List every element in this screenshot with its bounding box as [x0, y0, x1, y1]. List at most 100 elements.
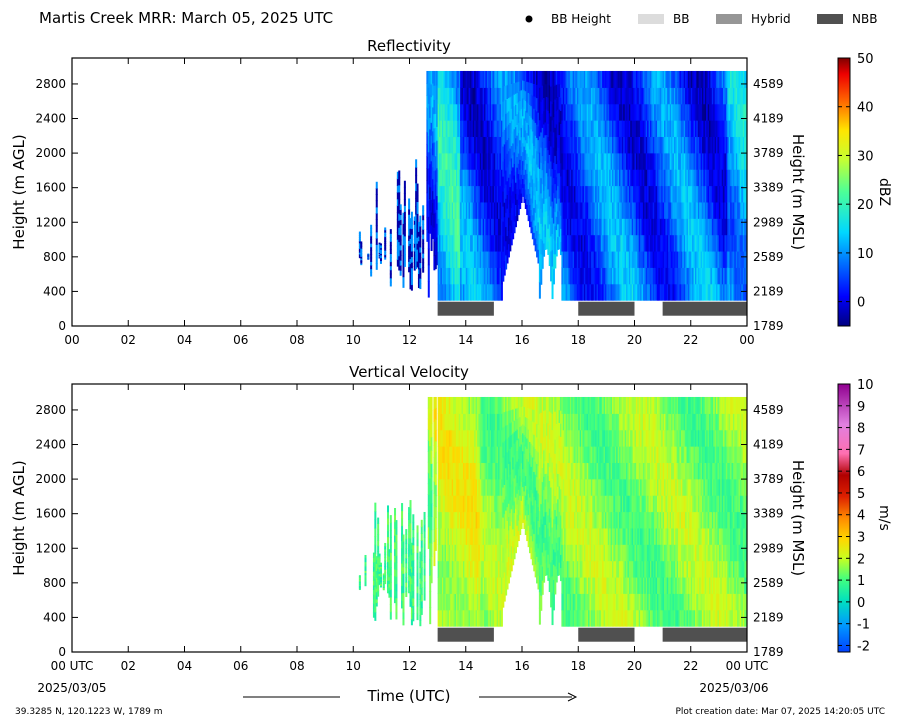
reflectivity-cell: [635, 218, 638, 236]
velocity-cell: [467, 544, 470, 562]
reflectivity-cell: [448, 201, 451, 219]
reflectivity-cell: [668, 201, 671, 219]
velocity-cell: [514, 430, 517, 443]
velocity-cell: [484, 544, 487, 562]
reflectivity-cell: [464, 152, 467, 170]
velocity-cell: [430, 569, 433, 584]
reflectivity-y2-tick-label: 3389: [753, 181, 784, 195]
reflectivity-cell: [602, 103, 605, 121]
reflectivity-cell: [623, 250, 626, 268]
reflectivity-cell: [513, 221, 516, 234]
reflectivity-cell: [732, 152, 735, 170]
reflectivity-cell: [460, 87, 463, 105]
reflectivity-cell: [603, 169, 606, 187]
reflectivity-cell: [527, 188, 530, 200]
reflectivity-cell: [507, 84, 510, 99]
velocity-cell: [502, 472, 505, 488]
reflectivity-cell: [669, 185, 672, 203]
reflectivity-cell: [635, 185, 638, 203]
reflectivity-cell: [686, 201, 689, 219]
reflectivity-cell: [704, 120, 707, 138]
reflectivity-colorbar-tick-label: 20: [857, 198, 874, 213]
reflectivity-cell: [469, 250, 472, 268]
reflectivity-cell: [417, 236, 420, 242]
reflectivity-cell: [472, 283, 475, 301]
reflectivity-cell: [652, 201, 655, 219]
reflectivity-cell: [408, 198, 411, 205]
reflectivity-cell: [555, 97, 558, 112]
reflectivity-cell: [676, 87, 679, 105]
reflectivity-cell: [732, 218, 735, 236]
reflectivity-cell: [443, 267, 446, 285]
reflectivity-cell: [479, 218, 482, 236]
reflectivity-cell: [519, 159, 522, 170]
reflectivity-cell: [661, 218, 664, 236]
reflectivity-cell: [436, 195, 439, 210]
velocity-cell: [486, 446, 489, 464]
reflectivity-y-tick-label: 0: [58, 319, 66, 333]
reflectivity-cell: [694, 250, 697, 268]
reflectivity-cell: [498, 103, 501, 121]
velocity-cell: [384, 560, 387, 564]
reflectivity-cell: [488, 136, 491, 154]
reflectivity-cell: [638, 169, 641, 187]
velocity-cell: [379, 567, 382, 571]
reflectivity-cell: [396, 239, 399, 247]
velocity-cell: [469, 462, 472, 480]
reflectivity-cell: [468, 87, 471, 105]
reflectivity-cell: [658, 120, 661, 138]
reflectivity-cell: [589, 70, 592, 88]
velocity-cell: [496, 527, 499, 545]
velocity-cell: [444, 576, 447, 594]
reflectivity-cell: [665, 169, 668, 187]
reflectivity-cell: [723, 283, 726, 301]
reflectivity-cell: [567, 70, 570, 88]
reflectivity-cell: [537, 84, 540, 99]
velocity-cell: [444, 478, 447, 496]
reflectivity-cell: [520, 174, 523, 185]
reflectivity-cell: [513, 117, 516, 130]
velocity-cell: [486, 495, 489, 513]
velocity-cell: [441, 593, 444, 611]
reflectivity-cell: [516, 113, 519, 125]
velocity-cell: [395, 583, 398, 592]
reflectivity-cell: [741, 136, 744, 154]
velocity-cell: [462, 609, 465, 627]
reflectivity-cell: [607, 152, 610, 170]
reflectivity-cell: [610, 87, 613, 105]
reflectivity-cell: [655, 234, 658, 252]
reflectivity-cell: [358, 233, 361, 236]
reflectivity-cell: [582, 120, 585, 138]
reflectivity-cell: [671, 267, 674, 285]
reflectivity-cell: [664, 103, 667, 121]
reflectivity-cell: [484, 136, 487, 154]
reflectivity-cell: [503, 260, 506, 276]
velocity-cell: [489, 527, 492, 545]
reflectivity-cell: [721, 152, 724, 170]
velocity-cell: [441, 609, 444, 627]
velocity-cell: [440, 413, 443, 431]
reflectivity-cell: [697, 87, 700, 105]
velocity-cell: [375, 595, 378, 600]
reflectivity-cell: [616, 185, 619, 203]
reflectivity-cell: [491, 120, 494, 138]
reflectivity-cell: [644, 185, 647, 203]
reflectivity-cell: [408, 240, 411, 247]
velocity-cell: [517, 448, 520, 460]
reflectivity-cell: [555, 137, 558, 151]
reflectivity-cell: [686, 87, 689, 105]
reflectivity-cell: [711, 152, 714, 170]
reflectivity-cell: [727, 136, 730, 154]
velocity-cell: [433, 505, 436, 518]
reflectivity-cell: [713, 218, 716, 236]
reflectivity-cell: [662, 201, 665, 219]
reflectivity-cell: [488, 267, 491, 285]
reflectivity-cell: [658, 218, 661, 236]
reflectivity-cell: [730, 234, 733, 252]
velocity-cell: [488, 544, 491, 562]
reflectivity-cell: [453, 218, 456, 236]
reflectivity-cell: [714, 234, 717, 252]
reflectivity-cell: [558, 236, 561, 250]
reflectivity-cell: [398, 198, 401, 207]
reflectivity-cell: [389, 241, 392, 246]
